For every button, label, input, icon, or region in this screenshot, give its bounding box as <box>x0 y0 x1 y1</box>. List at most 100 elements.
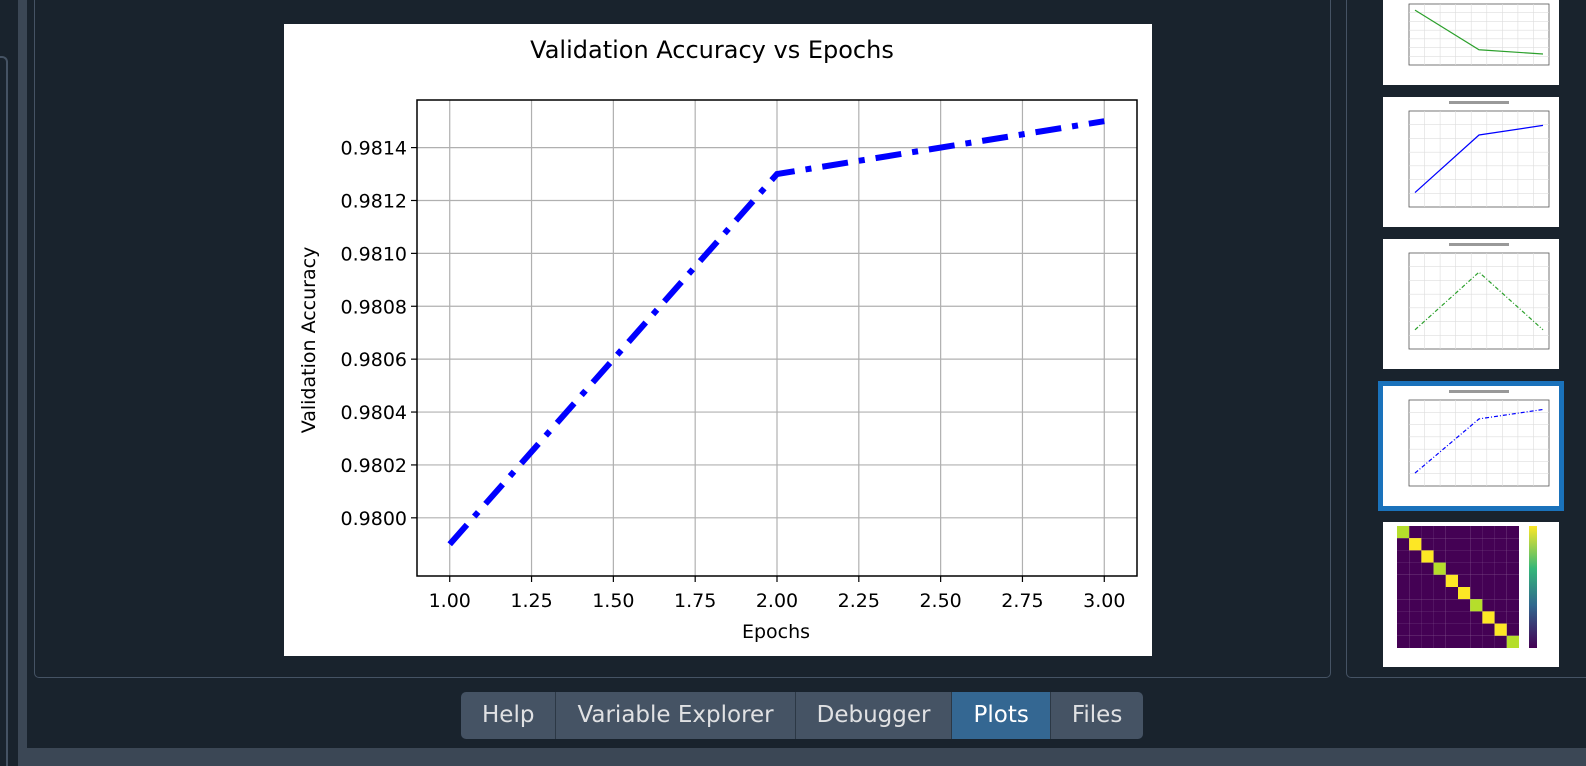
heatmap-cell <box>1433 611 1446 624</box>
heatmap-cell <box>1409 587 1422 600</box>
heatmap-cell <box>1421 538 1434 551</box>
y-tick-label: 0.9812 <box>341 190 407 212</box>
heatmap-cell <box>1506 587 1519 600</box>
heatmap-cell <box>1458 574 1471 587</box>
heatmap-cell <box>1433 599 1446 612</box>
y-tick-label: 0.9802 <box>341 455 407 477</box>
x-tick-label: 2.25 <box>838 590 880 612</box>
heatmap-cell <box>1494 587 1507 600</box>
y-tick-label: 0.9808 <box>341 296 407 318</box>
heatmap-cell <box>1494 574 1507 587</box>
plot-thumbnail[interactable] <box>1378 381 1564 511</box>
thumbnail-plot <box>1408 3 1550 66</box>
heatmap-cell <box>1409 538 1422 551</box>
heatmap-cell <box>1445 526 1458 539</box>
heatmap-cell <box>1409 574 1422 587</box>
plot-thumbnail[interactable] <box>1383 97 1559 227</box>
pane-splitter[interactable] <box>18 0 27 766</box>
heatmap-cell <box>1458 587 1471 600</box>
heatmap-cell <box>1494 562 1507 575</box>
tab-debugger[interactable]: Debugger <box>796 692 953 739</box>
heatmap-cell <box>1409 623 1422 636</box>
heatmap-cell <box>1421 550 1434 563</box>
heatmap-cell <box>1397 599 1410 612</box>
heatmap-cell <box>1470 611 1483 624</box>
thumbnail-axes <box>1408 399 1550 487</box>
y-tick-label: 0.9806 <box>341 349 407 371</box>
plot-thumbnail[interactable] <box>1383 0 1559 85</box>
heatmap-cell <box>1458 623 1471 636</box>
bottom-tab-bar: Help Variable Explorer Debugger Plots Files <box>461 692 1144 739</box>
heatmap-cell <box>1482 526 1495 539</box>
heatmap-cell <box>1445 550 1458 563</box>
tab-files[interactable]: Files <box>1071 702 1123 728</box>
heatmap-cell <box>1506 635 1519 648</box>
heatmap-cell <box>1397 538 1410 551</box>
thumbnail-plot <box>1408 243 1550 350</box>
heatmap-cell <box>1506 611 1519 624</box>
heatmap-cell <box>1409 562 1422 575</box>
thumbnail-series-line <box>1414 124 1544 194</box>
heatmap-cell <box>1494 623 1507 636</box>
x-tick-label: 1.50 <box>592 590 634 612</box>
thumbnail-axes <box>1408 110 1550 208</box>
heatmap-cell <box>1458 526 1471 539</box>
heatmap-cell <box>1397 635 1410 648</box>
x-tick-label: 2.00 <box>756 590 798 612</box>
heatmap-cell <box>1445 574 1458 587</box>
tab-variable-explorer[interactable]: Variable Explorer <box>556 692 796 739</box>
heatmap-cell <box>1482 562 1495 575</box>
plot-viewer-pane: 1.00 1.25 1.50 1.75 2.00 2.25 2.50 2.75 3.00 0.98… <box>34 0 1331 678</box>
heatmap-cell <box>1482 611 1495 624</box>
thumbnail-plot <box>1397 526 1537 648</box>
heatmap-cell <box>1506 538 1519 551</box>
tab-help[interactable]: Help <box>461 692 557 739</box>
heatmap-cell <box>1458 599 1471 612</box>
heatmap-colorbar <box>1529 526 1537 648</box>
heatmap-cell <box>1506 562 1519 575</box>
x-tick-label: 2.75 <box>1001 590 1043 612</box>
heatmap-cell <box>1494 526 1507 539</box>
heatmap-cell <box>1482 587 1495 600</box>
x-axis-label: Epochs <box>742 621 810 643</box>
x-tick-label: 1.75 <box>674 590 716 612</box>
heatmap-cell <box>1409 526 1422 539</box>
plot-thumbnail[interactable] <box>1383 522 1559 667</box>
thumbnail-series-line <box>1414 9 1544 55</box>
heatmap-cell <box>1421 599 1434 612</box>
heatmap-cell <box>1433 635 1446 648</box>
heatmap-cell <box>1445 623 1458 636</box>
thumbnail-plot <box>1408 101 1550 208</box>
heatmap-cell <box>1433 562 1446 575</box>
heatmap-cell <box>1397 562 1410 575</box>
plot-thumbnail[interactable] <box>1383 239 1559 369</box>
tab-plots[interactable]: Plots <box>952 692 1051 739</box>
y-tick-label: 0.9814 <box>341 138 407 160</box>
heatmap-cell <box>1470 562 1483 575</box>
heatmap-cell <box>1397 623 1410 636</box>
heatmap-cell <box>1494 550 1507 563</box>
heatmap-cell <box>1445 587 1458 600</box>
heatmap-cell <box>1494 538 1507 551</box>
heatmap-cell <box>1433 550 1446 563</box>
y-tick-label: 0.9810 <box>341 243 407 265</box>
status-strip <box>27 748 1586 766</box>
heatmap-cell <box>1445 599 1458 612</box>
heatmap-cell <box>1421 587 1434 600</box>
y-axis-label: Validation Accuracy <box>298 247 320 434</box>
x-tick-label: 3.00 <box>1083 590 1125 612</box>
heatmap-cell <box>1421 562 1434 575</box>
heatmap-cell <box>1470 574 1483 587</box>
heatmap-cell <box>1409 599 1422 612</box>
heatmap-cell <box>1482 574 1495 587</box>
x-tick-label: 1.25 <box>510 590 552 612</box>
heatmap-cell <box>1506 550 1519 563</box>
heatmap-cell <box>1506 526 1519 539</box>
thumbnail-series-line <box>1414 408 1544 474</box>
thumbnail-series-line <box>1414 271 1544 331</box>
heatmap-cell <box>1433 574 1446 587</box>
heatmap-cell <box>1458 562 1471 575</box>
heatmap-cell <box>1458 611 1471 624</box>
heatmap-cell <box>1445 538 1458 551</box>
heatmap-cell <box>1397 587 1410 600</box>
